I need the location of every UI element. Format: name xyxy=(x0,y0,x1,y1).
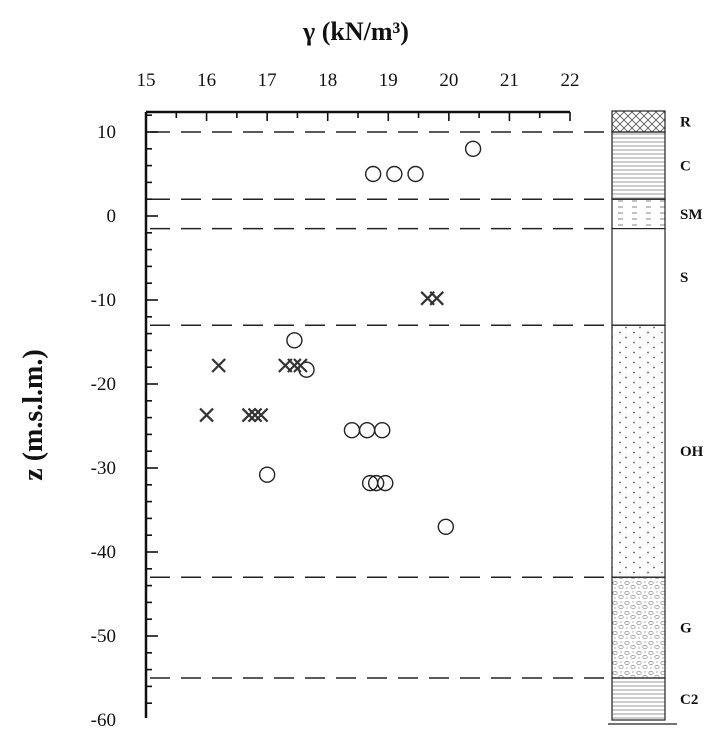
layer-sm xyxy=(611,198,666,230)
stratigraphic-column: R C SM S OH G C2 xyxy=(608,110,704,725)
circle-point xyxy=(258,466,276,483)
circle-point xyxy=(464,140,482,158)
x-tick-label: 22 xyxy=(561,70,580,91)
cross-point xyxy=(287,358,302,373)
layer-label-c2: C2 xyxy=(680,692,698,708)
circle-point xyxy=(407,165,424,183)
y-axis-title: z (m.s.l.m.) xyxy=(18,349,49,480)
circle-point xyxy=(367,474,385,492)
layer-label-r: R xyxy=(680,115,691,131)
cross-point xyxy=(211,358,226,373)
x-tick-label: 21 xyxy=(500,70,519,91)
circle-point xyxy=(437,518,455,535)
y-tick-label: -20 xyxy=(91,374,116,395)
layer-label-s: S xyxy=(680,270,688,286)
cross-point xyxy=(429,291,445,306)
circle-point xyxy=(286,332,303,349)
layer-label-oh: OH xyxy=(680,444,704,460)
y-tick-label: -40 xyxy=(91,542,116,563)
layer-oh xyxy=(611,324,666,578)
cross-point xyxy=(293,358,308,373)
circle-point xyxy=(374,422,391,439)
layer-label-sm: SM xyxy=(680,207,703,223)
x-tick-label: 18 xyxy=(318,70,337,91)
cross-point xyxy=(199,407,214,423)
axes xyxy=(144,110,570,718)
layer-boundaries xyxy=(150,131,612,679)
y-tick-label: 0 xyxy=(107,206,117,227)
x-tick-label: 17 xyxy=(258,70,277,91)
cross-point xyxy=(247,407,263,423)
layer-c2 xyxy=(611,677,666,721)
y-tick-label: 10 xyxy=(97,122,116,143)
layer-label-c: C xyxy=(680,159,691,175)
circle-point xyxy=(386,165,403,183)
layer-g xyxy=(611,576,666,679)
circle-point xyxy=(364,165,382,183)
layer-c xyxy=(611,131,666,200)
layer-s xyxy=(611,228,666,326)
data-points xyxy=(199,140,482,535)
y-tick-label: -50 xyxy=(91,626,116,647)
cross-point xyxy=(253,407,269,423)
cross-point xyxy=(241,407,257,423)
y-ticks: 10 0 -10 -20 -30 -40 -50 -60 xyxy=(91,114,158,731)
x-tick-label: 20 xyxy=(439,70,458,91)
x-tick-label: 19 xyxy=(379,70,398,91)
circle-point xyxy=(343,422,361,439)
layer-r xyxy=(611,110,666,133)
circle-point xyxy=(358,422,376,439)
x-axis-title: γ (kN/m³) xyxy=(302,17,409,46)
y-tick-label: -60 xyxy=(91,710,116,731)
x-ticks: 15 16 17 18 19 20 21 22 xyxy=(137,70,580,121)
y-tick-label: -30 xyxy=(91,458,116,479)
y-tick-label: -10 xyxy=(91,290,116,311)
x-tick-label: 15 xyxy=(137,70,156,91)
layer-label-g: G xyxy=(680,621,692,637)
circle-point xyxy=(377,474,394,492)
x-tick-label: 16 xyxy=(197,70,216,91)
